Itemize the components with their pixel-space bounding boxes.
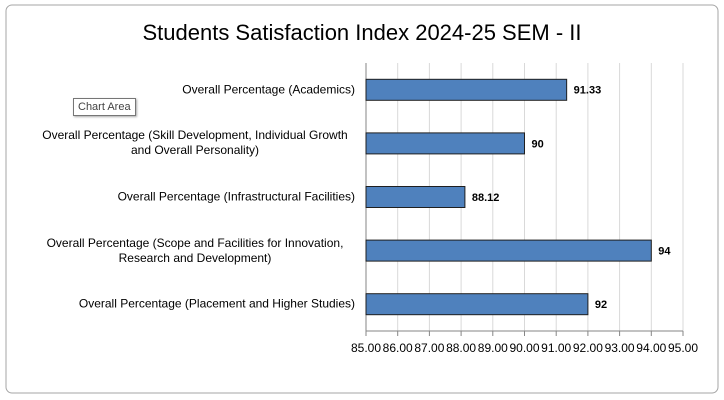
x-tick-label: 93.00 xyxy=(605,341,635,355)
value-label: 90 xyxy=(532,138,544,150)
x-tick-label: 87.00 xyxy=(414,341,444,355)
bar xyxy=(365,293,589,316)
value-label: 92 xyxy=(595,299,607,311)
tooltip: Chart Area xyxy=(73,98,136,116)
x-tick-label: 89.00 xyxy=(478,341,508,355)
category-label: Overall Percentage (Infrastructural Faci… xyxy=(117,189,355,204)
bar xyxy=(365,132,525,155)
bar xyxy=(365,239,652,262)
x-tick-label: 85.00 xyxy=(351,341,381,355)
value-label: 91.33 xyxy=(574,85,602,97)
chart-frame xyxy=(5,4,719,394)
category-label: Overall Percentage (Placement and Higher… xyxy=(78,296,355,311)
category-label: Overall Percentage (Skill Development, I… xyxy=(42,128,348,158)
x-tick-label: 94.00 xyxy=(636,341,666,355)
x-tick-label: 95.00 xyxy=(668,341,698,355)
x-tick-label: 90.00 xyxy=(509,341,539,355)
category-label: Overall Percentage (Scope and Facilities… xyxy=(46,235,344,265)
x-tick-label: 88.00 xyxy=(446,341,476,355)
x-tick-label: 86.00 xyxy=(383,341,413,355)
value-label: 94 xyxy=(658,246,671,258)
category-label: Overall Percentage (Academics) xyxy=(182,82,355,97)
x-tick-label: 92.00 xyxy=(573,341,603,355)
x-tick-label: 91.00 xyxy=(541,341,571,355)
bar xyxy=(365,186,466,208)
chart-title: Students Satisfaction Index 2024-25 SEM … xyxy=(142,20,581,45)
bar xyxy=(365,78,568,101)
value-label: 88.12 xyxy=(472,192,500,204)
